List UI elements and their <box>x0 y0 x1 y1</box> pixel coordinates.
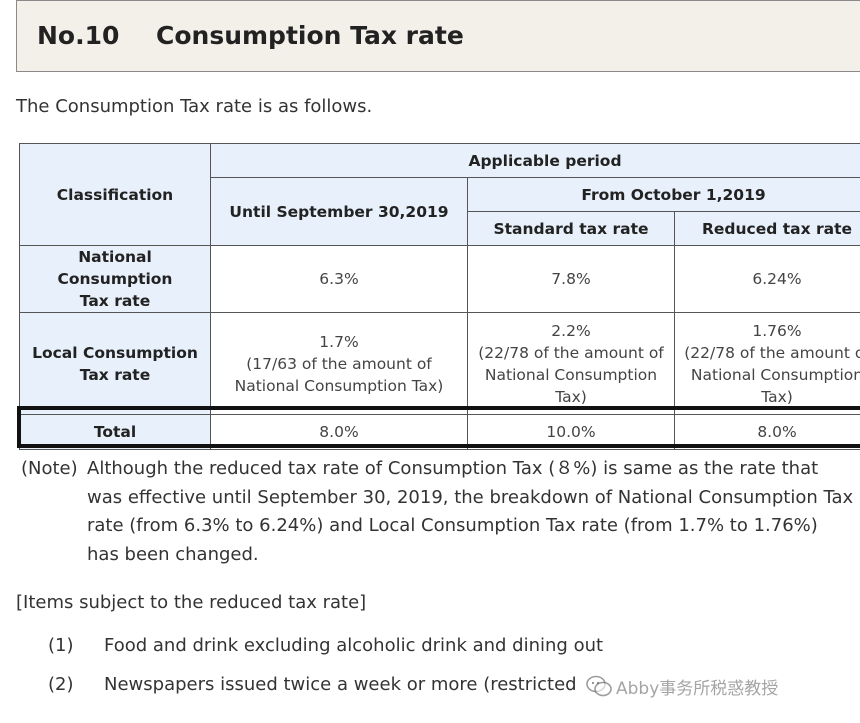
note-line: was effective until September 30, 2019, … <box>87 486 854 508</box>
row-label: National Consumption Tax rate <box>19 245 211 313</box>
item-text: Food and drink excluding alcoholic drink… <box>104 635 604 656</box>
watermark-text: Abby事务所税惑教授 <box>616 679 779 699</box>
table-row: Local Consumption Tax rate 1.7% (17/63 o… <box>19 312 860 415</box>
local-standard-cell: 2.2% (22/78 of the amount of National Co… <box>467 312 675 415</box>
item-number: (1) <box>48 635 74 656</box>
national-reduced-cell: 6.24% <box>673 245 860 313</box>
intro-text: The Consumption Tax rate is as follows. <box>16 96 373 117</box>
items-heading: [Items subject to the reduced tax rate] <box>16 592 367 613</box>
note-line: Although the reduced tax rate of Consump… <box>87 458 819 479</box>
total-row: Total 8.0% 10.0% 8.0% <box>19 414 860 450</box>
total-until-cell: 8.0% <box>210 414 468 450</box>
total-reduced-cell: 8.0% <box>673 414 860 450</box>
row-label: Local Consumption Tax rate <box>19 312 211 415</box>
watermark: Abby事务所税惑教授 <box>586 672 836 702</box>
from-header: From October 1,2019 <box>466 177 860 212</box>
note-body: Although the reduced tax rate of Consump… <box>87 455 860 569</box>
table-row: National Consumption Tax rate 6.3% 7.8% … <box>19 245 860 313</box>
section-number: No.10 <box>37 21 120 50</box>
chat-bubbles-logo-icon <box>586 675 612 697</box>
reduced-rate-header: Reduced tax rate <box>673 211 860 246</box>
total-label: Total <box>19 414 211 450</box>
note-line: has been changed. <box>87 543 259 565</box>
item-number: (2) <box>48 674 74 695</box>
total-standard-cell: 10.0% <box>467 414 675 450</box>
national-standard-cell: 7.8% <box>467 245 675 313</box>
applicable-period-header: Applicable period <box>209 143 860 178</box>
page-title-box: No.10 Consumption Tax rate <box>16 0 860 72</box>
page-title: Consumption Tax rate <box>156 21 464 50</box>
until-header: Until September 30,2019 <box>210 177 468 246</box>
local-reduced-cell: 1.76% (22/78 of the amount of National C… <box>673 312 860 415</box>
tax-rate-table: Classification Applicable period Until S… <box>19 143 860 450</box>
standard-rate-header: Standard tax rate <box>467 211 675 246</box>
classification-header: Classification <box>19 143 211 246</box>
national-until-cell: 6.3% <box>210 245 468 313</box>
note-line: rate (from 6.3% to 6.24%) and Local Cons… <box>87 515 818 536</box>
note-label: (Note) <box>21 458 78 479</box>
local-until-cell: 1.7% (17/63 of the amount of National Co… <box>210 312 468 415</box>
item-text: Newspapers issued twice a week or more (… <box>104 674 577 695</box>
